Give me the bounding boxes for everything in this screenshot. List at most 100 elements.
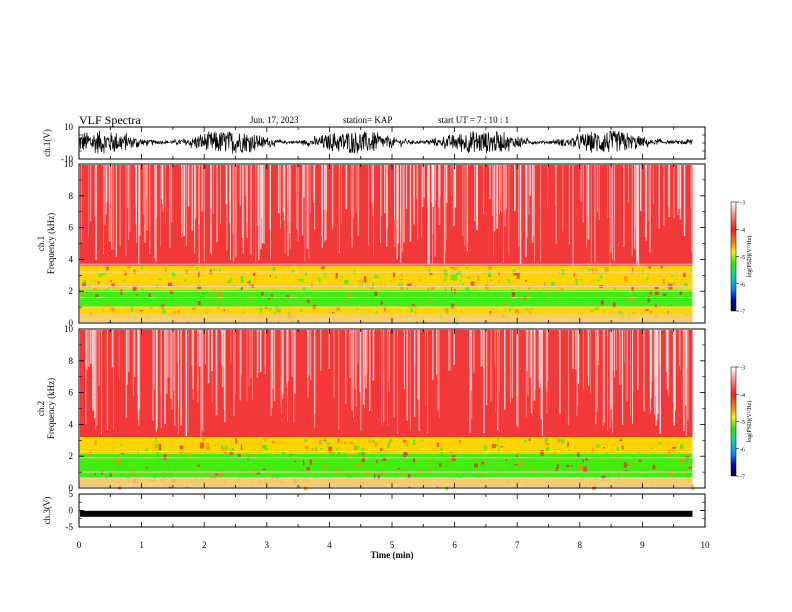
spectral-streak bbox=[239, 165, 242, 206]
spectral-speckle bbox=[456, 271, 459, 276]
spectral-streak bbox=[403, 165, 405, 243]
colorbar-tick-label: -6 bbox=[740, 447, 745, 453]
spectral-streak bbox=[106, 165, 108, 202]
spectral-speckle bbox=[528, 287, 531, 290]
spectral-streak bbox=[362, 330, 364, 405]
spectral-speckle bbox=[406, 284, 408, 291]
spectral-speckle bbox=[388, 440, 391, 445]
spectral-streak bbox=[187, 165, 190, 207]
spectral-streak bbox=[657, 330, 659, 414]
spectral-streak bbox=[679, 330, 681, 370]
spectral-speckle bbox=[229, 451, 234, 455]
spectral-speckle bbox=[518, 465, 521, 468]
spectral-speckle bbox=[626, 459, 629, 463]
spectral-streak bbox=[321, 165, 323, 249]
spectral-speckle bbox=[247, 456, 249, 461]
spectral-streak bbox=[538, 330, 541, 388]
spectral-streak bbox=[445, 165, 446, 252]
spectral-speckle bbox=[235, 438, 238, 444]
spectral-speckle bbox=[167, 282, 172, 287]
spectral-speckle bbox=[162, 300, 165, 304]
spectral-speckle bbox=[489, 310, 492, 316]
spectral-streak bbox=[609, 165, 610, 217]
spectral-speckle bbox=[334, 465, 337, 469]
spectral-speckle bbox=[131, 468, 133, 473]
spectral-speckle bbox=[347, 475, 351, 480]
spectral-speckle bbox=[534, 459, 538, 463]
spectral-speckle bbox=[446, 457, 449, 464]
spectral-speckle bbox=[525, 279, 527, 282]
colorbar-tick-label: -7 bbox=[740, 310, 745, 316]
spectral-speckle bbox=[117, 461, 121, 466]
spectral-streak bbox=[270, 165, 271, 259]
spectral-speckle bbox=[319, 447, 323, 450]
spectral-speckle bbox=[430, 287, 435, 290]
spectral-speckle bbox=[658, 460, 660, 462]
spectral-speckle bbox=[318, 439, 322, 445]
spectral-speckle bbox=[533, 301, 536, 307]
spectral-streak bbox=[215, 330, 217, 416]
spectral-streak bbox=[350, 165, 352, 239]
spectral-streak bbox=[216, 330, 217, 385]
spectral-speckle bbox=[240, 276, 244, 282]
spectral-speckle bbox=[608, 474, 610, 479]
spectral-streak bbox=[90, 165, 92, 222]
spectral-streak bbox=[234, 165, 237, 257]
spectral-streak bbox=[371, 165, 373, 203]
spectral-speckle bbox=[162, 472, 166, 479]
spectral-speckle bbox=[419, 279, 421, 282]
spectral-streak bbox=[282, 330, 284, 394]
spectral-speckle bbox=[199, 280, 201, 283]
spectral-speckle bbox=[358, 451, 362, 456]
spectral-speckle bbox=[596, 444, 600, 448]
spectral-speckle bbox=[103, 288, 108, 292]
spectral-streak bbox=[508, 165, 510, 256]
spectral-speckle bbox=[530, 308, 534, 310]
spectral-speckle bbox=[257, 293, 260, 297]
spectral-speckle bbox=[631, 286, 634, 292]
spectral-speckle bbox=[654, 304, 658, 308]
spectral-streak bbox=[138, 165, 140, 264]
spectral-speckle bbox=[294, 460, 296, 463]
spectral-streak bbox=[94, 165, 97, 217]
spectral-speckle bbox=[259, 307, 262, 314]
spectral-streak bbox=[611, 330, 613, 421]
spectral-streak bbox=[495, 330, 496, 413]
spectral-speckle bbox=[110, 280, 112, 283]
spectral-streak bbox=[135, 165, 137, 205]
spectral-streak bbox=[525, 330, 527, 417]
spectral-streak bbox=[246, 165, 248, 238]
spectral-streak bbox=[496, 165, 498, 221]
spectral-speckle bbox=[338, 471, 341, 475]
spectral-streak bbox=[248, 330, 250, 386]
spectral-speckle bbox=[582, 459, 584, 463]
spectral-speckle bbox=[264, 438, 267, 442]
spectral-streak bbox=[667, 165, 670, 207]
spectral-speckle bbox=[106, 266, 109, 271]
spectral-speckle bbox=[94, 473, 96, 476]
spectral-streak bbox=[483, 330, 485, 434]
spectral-streak bbox=[432, 330, 434, 381]
spectral-speckle bbox=[599, 276, 603, 279]
spectral-speckle bbox=[100, 294, 104, 297]
colorbar bbox=[730, 366, 737, 477]
spectral-speckle bbox=[270, 475, 275, 478]
spectral-streak bbox=[221, 330, 222, 365]
spectral-streak bbox=[476, 165, 478, 230]
spectral-speckle bbox=[102, 273, 106, 276]
spectral-speckle bbox=[449, 452, 454, 454]
spectral-streak bbox=[95, 330, 97, 431]
spectral-streak bbox=[432, 165, 433, 265]
spectral-streak bbox=[297, 165, 299, 241]
spectral-streak bbox=[194, 165, 195, 242]
spectral-speckle bbox=[358, 280, 362, 283]
spectral-streak bbox=[595, 330, 597, 425]
spectral-speckle bbox=[141, 288, 144, 291]
spectral-speckle bbox=[196, 267, 199, 270]
spectral-speckle bbox=[411, 304, 415, 307]
spectral-streak bbox=[628, 165, 629, 203]
spectral-speckle bbox=[346, 472, 348, 475]
spectral-streak bbox=[386, 330, 388, 426]
spectral-streak bbox=[678, 330, 681, 366]
spectral-speckle bbox=[407, 283, 412, 286]
